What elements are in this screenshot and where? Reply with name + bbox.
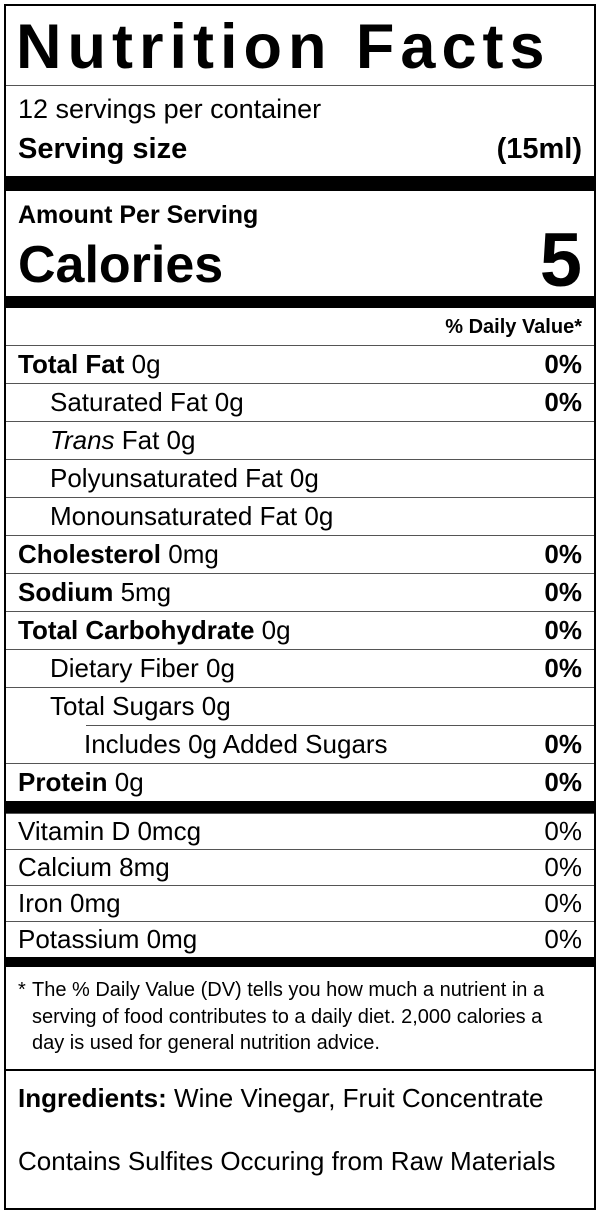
daily-value-percent: 0% <box>544 539 582 569</box>
nutrient-name: Cholesterol 0mg <box>18 539 219 569</box>
daily-value-percent: 0% <box>544 387 582 417</box>
nutrient-name: Saturated Fat 0g <box>50 387 244 417</box>
nutrient-name: Total Fat 0g <box>18 349 161 379</box>
nutrient-row: Total Fat 0g 0% <box>6 345 594 383</box>
footnote-asterisk: * <box>18 979 26 1001</box>
nutrient-name: Sodium 5mg <box>18 577 172 607</box>
nutrient-row: Vitamin D 0mcg 0% <box>6 813 594 849</box>
ingredients-value: Wine Vinegar, Fruit Concentrate <box>174 1082 544 1113</box>
nutrient-name: Dietary Fiber 0g <box>50 653 235 683</box>
nutrient-row: Cholesterol 0mg 0% <box>6 535 594 573</box>
nutrient-name: Protein 0g <box>18 767 144 797</box>
nutrient-name: Potassium 0mg <box>18 924 198 954</box>
nutrient-name: Includes 0g Added Sugars <box>84 728 388 759</box>
nutrient-row: Dietary Fiber 0g 0% <box>6 649 594 687</box>
nutrient-name: Calcium 8mg <box>18 852 170 882</box>
divider <box>6 85 594 86</box>
daily-value-percent: 0% <box>544 924 582 954</box>
amount-per-serving-label: Amount Per Serving <box>18 201 259 229</box>
thick-bar <box>6 176 594 191</box>
daily-value-footnote: * The % Daily Value (DV) tells you how m… <box>6 967 594 1069</box>
calories-label: Calories <box>18 235 224 294</box>
nutrient-row: Potassium 0mg 0% <box>6 921 594 957</box>
nutrient-row: Protein 0g 0% <box>6 763 594 801</box>
nutrient-row: Iron 0mg 0% <box>6 885 594 921</box>
nutrient-row: Includes 0g Added Sugars 0% <box>6 725 594 763</box>
nutrient-name: Polyunsaturated Fat 0g <box>50 463 319 493</box>
daily-value-percent: 0% <box>544 888 582 918</box>
nutrient-row: Calcium 8mg 0% <box>6 849 594 885</box>
ingredients-section: Ingredients: Wine Vinegar, Fruit Concent… <box>6 1068 594 1208</box>
nutrition-facts-label: Nutrition Facts 12 servings per containe… <box>4 4 596 1210</box>
serving-size-row: Serving size (15ml) <box>6 127 594 176</box>
servings-per-container: 12 servings per container <box>18 94 322 124</box>
daily-value-percent: 0% <box>544 349 582 379</box>
thick-bar <box>6 957 594 967</box>
nutrient-row: Saturated Fat 0g 0% <box>6 383 594 421</box>
nutrient-row: Sodium 5mg 0% <box>6 573 594 611</box>
daily-value-percent: 0% <box>544 728 582 759</box>
calories-row: Calories 5 <box>6 217 594 303</box>
nutrient-row: Monounsaturated Fat 0g <box>6 497 594 535</box>
ingredients-line: Ingredients: Wine Vinegar, Fruit Concent… <box>18 1083 582 1114</box>
ingredients-label: Ingredients: <box>18 1082 167 1113</box>
daily-value-percent: 0% <box>544 653 582 683</box>
nutrient-name: Total Carbohydrate 0g <box>18 615 291 645</box>
nutrient-name: Vitamin D 0mcg <box>18 816 202 846</box>
nutrient-row: Total Sugars 0g <box>6 687 594 725</box>
serving-size-value: (15ml) <box>496 133 582 165</box>
label-title: Nutrition Facts <box>16 12 551 82</box>
serving-size-label: Serving size <box>18 133 188 165</box>
nutrient-name: Monounsaturated Fat 0g <box>50 501 334 531</box>
nutrient-row: Trans Fat 0g <box>6 421 594 459</box>
vitamin-rows-section: Vitamin D 0mcg 0% Calcium 8mg 0% Iron 0mg 0% P… <box>6 813 594 957</box>
calories-value: 5 <box>539 217 582 303</box>
daily-value-percent: 0% <box>544 816 582 846</box>
nutrient-name: Iron 0mg <box>18 888 121 918</box>
daily-value-header: % Daily Value* <box>445 316 582 338</box>
footnote-text: The % Daily Value (DV) tells you how muc… <box>32 979 545 1055</box>
nutrient-row: Polyunsaturated Fat 0g <box>6 459 594 497</box>
thick-bar <box>6 296 594 308</box>
nutrient-row: Total Carbohydrate 0g 0% <box>6 611 594 649</box>
daily-value-percent: 0% <box>544 577 582 607</box>
thick-bar <box>6 801 594 813</box>
nutrient-name: Total Sugars 0g <box>50 691 231 721</box>
nutrient-rows-section: Total Fat 0g 0% Saturated Fat 0g 0% Trans Fa… <box>6 345 594 801</box>
allergen-statement: Contains Sulfites Occuring from Raw Mate… <box>18 1145 556 1176</box>
daily-value-percent: 0% <box>544 615 582 645</box>
daily-value-percent: 0% <box>544 852 582 882</box>
daily-value-percent: 0% <box>544 767 582 797</box>
nutrient-name: Trans Fat 0g <box>50 425 196 455</box>
